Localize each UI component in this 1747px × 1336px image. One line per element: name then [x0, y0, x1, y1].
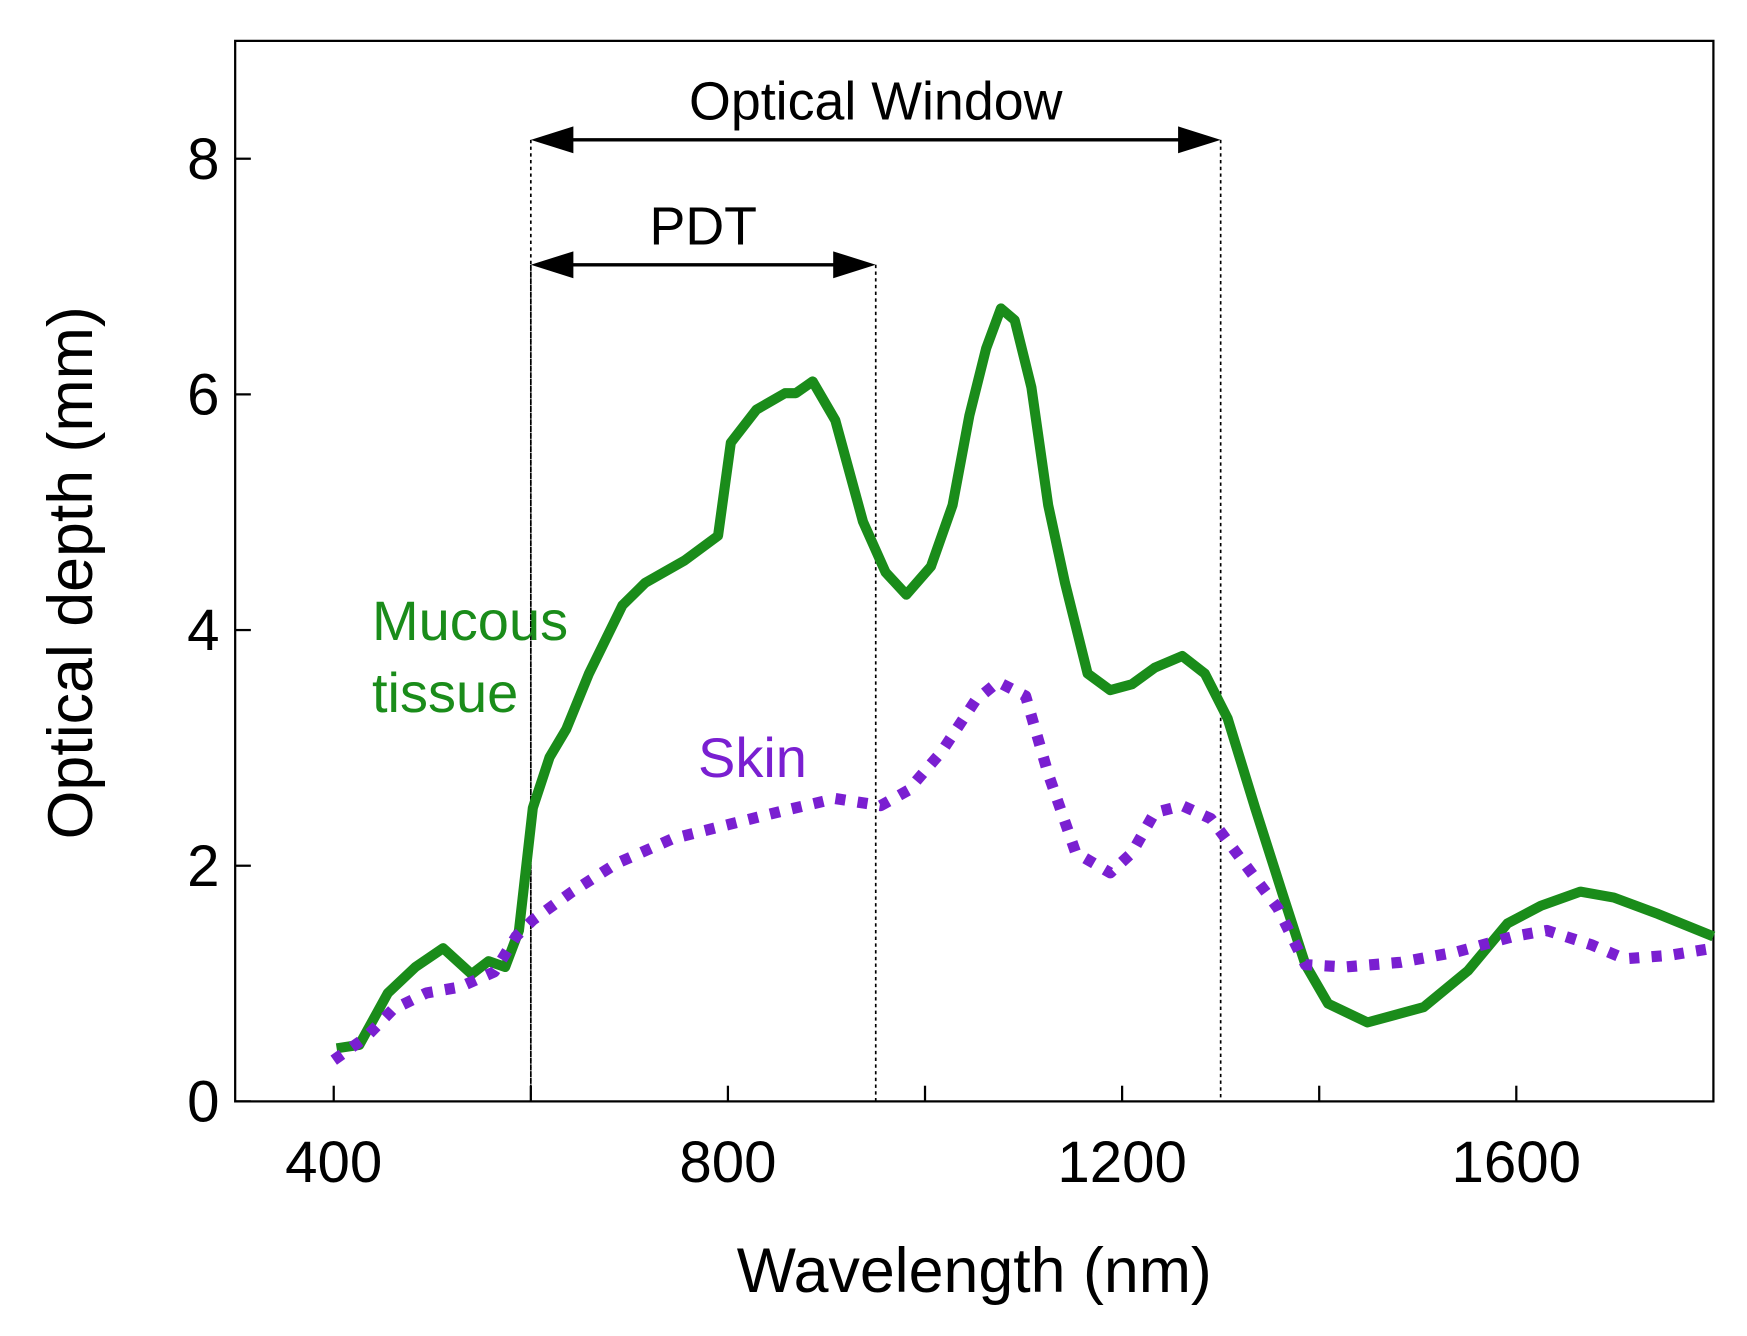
y-axis-label: Optical depth (mm) [36, 306, 106, 839]
x-axis-label: Wavelength (nm) [737, 1236, 1212, 1306]
y-tick-label: 6 [187, 363, 219, 428]
plot-frame [234, 39, 1715, 1103]
annotation-label: Optical Window [689, 72, 1063, 132]
arrow-head [530, 126, 574, 154]
x-tick-label: 400 [285, 1130, 382, 1195]
series-label: Mucous tissue [372, 589, 569, 724]
y-tick-label: 0 [187, 1070, 219, 1135]
x-tick-label: 1600 [1452, 1130, 1582, 1195]
arrow-head [1178, 126, 1221, 154]
x-tick-label: 1200 [1057, 1130, 1187, 1195]
series-label: Skin [698, 726, 807, 789]
series-line [330, 676, 1715, 1065]
y-tick-label: 4 [187, 598, 219, 663]
y-tick-label: 2 [187, 834, 219, 899]
annotation-label: PDT [650, 197, 757, 257]
y-tick-label: 8 [187, 127, 219, 192]
arrow-head [530, 251, 574, 279]
series-line [335, 303, 1716, 1054]
x-tick-label: 800 [679, 1130, 776, 1195]
arrow-head [833, 251, 876, 279]
